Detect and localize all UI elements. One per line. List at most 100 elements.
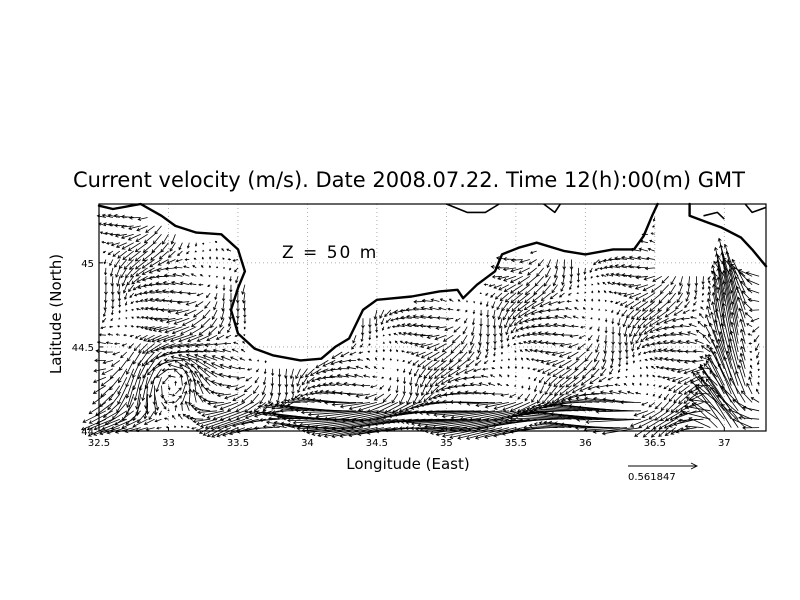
velocity-vector bbox=[530, 324, 544, 329]
velocity-vector bbox=[300, 410, 357, 415]
velocity-vector bbox=[309, 391, 322, 396]
velocity-vector bbox=[641, 410, 655, 418]
velocity-vector bbox=[433, 351, 447, 362]
velocity-vector bbox=[566, 351, 579, 359]
velocity-vector bbox=[671, 376, 683, 383]
velocity-vector bbox=[199, 274, 204, 277]
velocity-vector bbox=[148, 289, 162, 294]
velocity-vector bbox=[603, 290, 607, 294]
velocity-vector bbox=[154, 289, 169, 294]
velocity-vector bbox=[574, 360, 586, 371]
velocity-vector bbox=[616, 376, 621, 379]
velocity-vector bbox=[142, 360, 155, 379]
velocity-vector bbox=[486, 309, 490, 318]
velocity-vector bbox=[635, 275, 648, 280]
velocity-vector bbox=[535, 358, 544, 363]
velocity-vector bbox=[215, 334, 225, 340]
velocity-vector bbox=[605, 384, 614, 388]
velocity-vector bbox=[663, 348, 676, 353]
velocity-vector bbox=[551, 351, 565, 357]
coastline bbox=[97, 202, 768, 362]
velocity-vector bbox=[394, 340, 399, 344]
velocity-vector bbox=[597, 289, 601, 294]
velocity-vector bbox=[194, 370, 204, 386]
velocity-vector bbox=[291, 385, 295, 395]
velocity-vector bbox=[130, 267, 141, 278]
velocity-vector bbox=[194, 353, 211, 361]
velocity-vector bbox=[525, 325, 537, 330]
velocity-vector bbox=[545, 267, 551, 279]
velocity-vector bbox=[694, 284, 698, 294]
velocity-vector bbox=[211, 427, 232, 438]
y-tick-label: 44 bbox=[81, 427, 94, 438]
velocity-vector bbox=[117, 250, 128, 259]
velocity-vector bbox=[684, 301, 690, 309]
azov-coastline-segment bbox=[703, 211, 725, 220]
velocity-vector bbox=[491, 301, 496, 309]
velocity-vector bbox=[566, 360, 579, 370]
velocity-vector bbox=[137, 284, 148, 289]
velocity-vector bbox=[609, 368, 614, 375]
velocity-vector bbox=[655, 326, 669, 332]
velocity-vector bbox=[596, 335, 600, 343]
velocity-vector bbox=[558, 368, 572, 379]
velocity-vector bbox=[129, 259, 141, 270]
velocity-vector bbox=[450, 410, 503, 420]
velocity-vector bbox=[110, 284, 115, 296]
velocity-vector bbox=[714, 246, 725, 285]
velocity-vector bbox=[117, 293, 122, 302]
velocity-vector bbox=[184, 400, 190, 411]
velocity-vector bbox=[160, 308, 176, 313]
velocity-vector bbox=[229, 356, 239, 361]
velocity-vector bbox=[198, 326, 211, 336]
velocity-vector bbox=[536, 393, 545, 404]
velocity-vector bbox=[421, 298, 433, 303]
velocity-vector bbox=[277, 368, 282, 378]
velocity-vector bbox=[632, 374, 636, 378]
velocity-vector bbox=[315, 368, 329, 375]
velocity-vector bbox=[150, 368, 162, 385]
velocity-vector bbox=[595, 409, 641, 414]
velocity-vector bbox=[465, 427, 510, 440]
velocity-vector bbox=[748, 308, 760, 313]
velocity-vector bbox=[660, 402, 669, 411]
velocity-vector bbox=[114, 259, 121, 268]
velocity-vector bbox=[351, 382, 364, 387]
velocity-vector bbox=[692, 349, 704, 354]
velocity-vector bbox=[464, 318, 468, 324]
velocity-vector bbox=[164, 266, 176, 271]
velocity-vector bbox=[634, 284, 649, 290]
velocity-vector bbox=[492, 360, 496, 363]
velocity-vector bbox=[708, 280, 711, 285]
velocity-vector bbox=[576, 267, 581, 277]
velocity-vector bbox=[609, 360, 614, 369]
velocity-vector bbox=[232, 393, 246, 402]
velocity-vector bbox=[160, 242, 169, 253]
velocity-vector bbox=[670, 324, 683, 329]
velocity-vector bbox=[632, 351, 635, 358]
velocity-vector bbox=[401, 350, 405, 353]
velocity-vector bbox=[598, 376, 607, 383]
velocity-vector bbox=[713, 260, 725, 277]
velocity-vector bbox=[604, 326, 608, 334]
velocity-vector bbox=[202, 354, 218, 361]
velocity-vector bbox=[239, 357, 246, 361]
velocity-vector bbox=[444, 326, 454, 332]
velocity-vector bbox=[665, 366, 676, 371]
velocity-vector bbox=[595, 275, 600, 278]
velocity-vector bbox=[614, 383, 621, 387]
velocity-vector bbox=[100, 326, 107, 330]
velocity-vector bbox=[618, 390, 628, 395]
velocity-vector bbox=[514, 365, 518, 369]
velocity-vector bbox=[697, 320, 704, 327]
velocity-vector bbox=[747, 333, 753, 336]
velocity-vector bbox=[134, 334, 141, 339]
velocity-vector bbox=[675, 402, 690, 413]
velocity-vector bbox=[468, 410, 516, 422]
velocity-vector bbox=[634, 427, 649, 437]
velocity-vector bbox=[677, 376, 690, 384]
velocity-vector bbox=[311, 384, 322, 389]
velocity-vector bbox=[322, 418, 384, 431]
velocity-vector bbox=[496, 301, 503, 311]
velocity-vector bbox=[476, 351, 482, 361]
